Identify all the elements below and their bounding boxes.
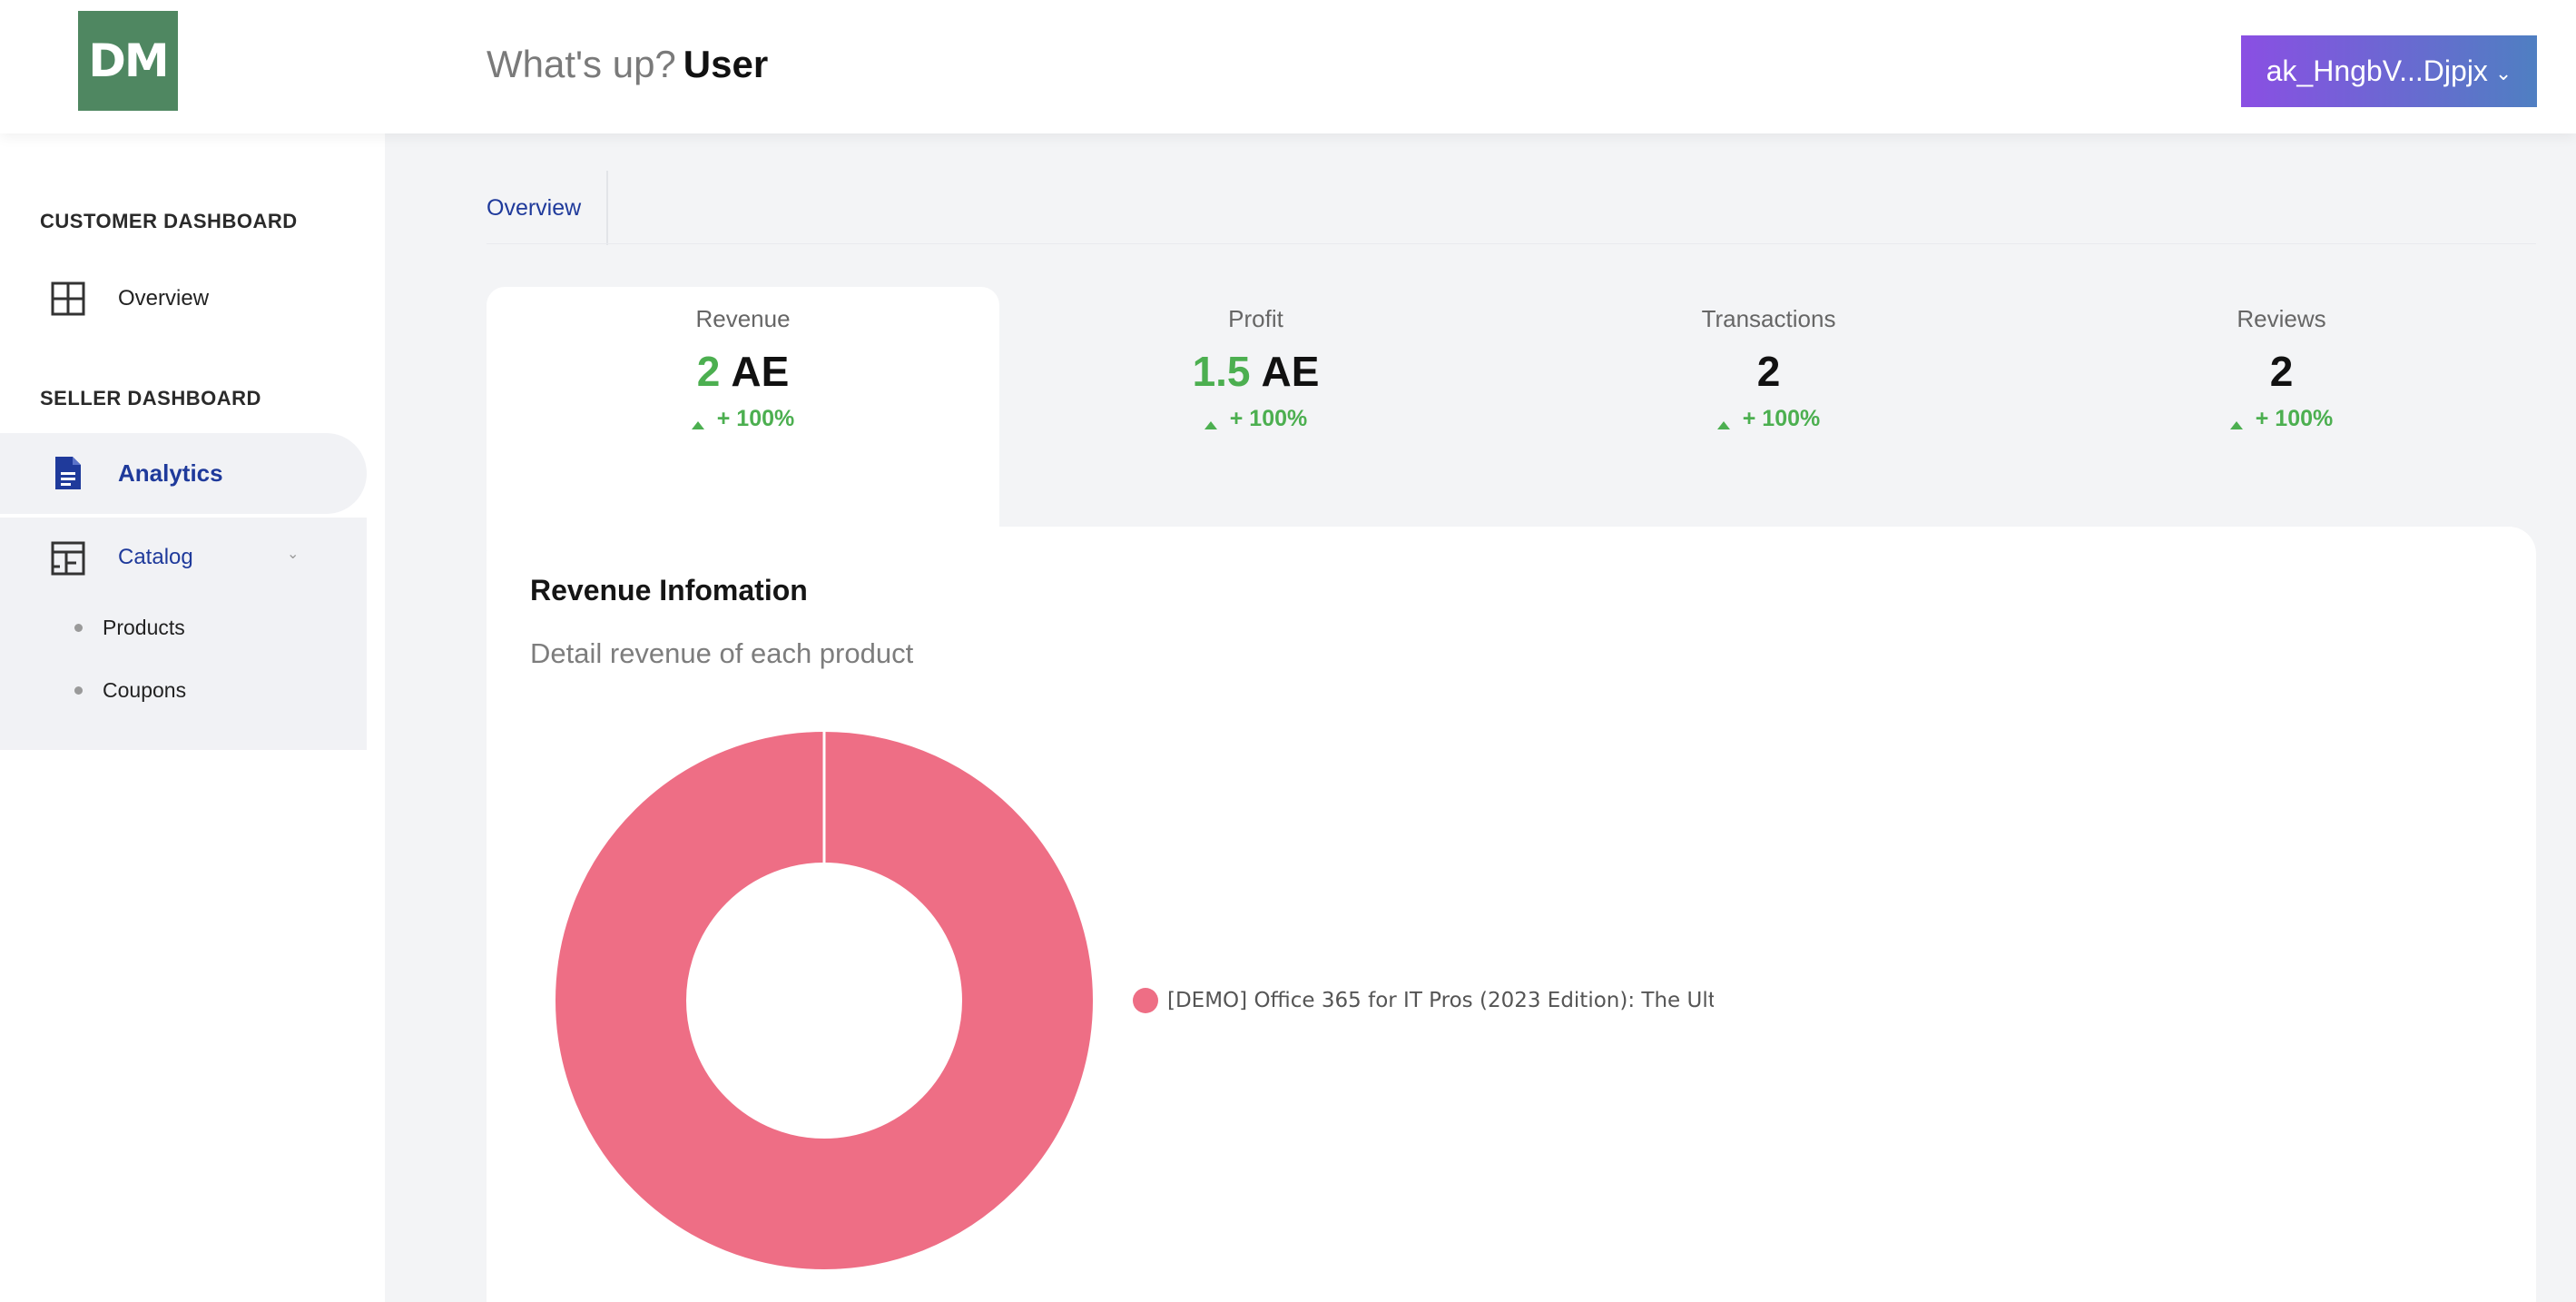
legend-swatch[interactable]: [1133, 988, 1158, 1013]
layout-icon: [50, 540, 86, 577]
chevron-down-icon: ⌄: [287, 547, 300, 562]
bullet-icon: [74, 686, 83, 695]
stat-change: + 100%: [2025, 406, 2538, 432]
stat-value: 2: [2269, 348, 2294, 395]
stat-card-active-background: [487, 287, 999, 550]
stat-change-text: + 100%: [716, 406, 795, 431]
greeting-username: User: [683, 43, 769, 85]
sidebar-item-label: Overview: [118, 286, 210, 311]
stat-reviews[interactable]: Reviews 2 + 100%: [2025, 305, 2538, 432]
sidebar-item-catalog[interactable]: Catalog ⌄: [0, 518, 367, 599]
triangle-up-icon: [1716, 421, 1730, 429]
sidebar-subitem-products[interactable]: Products: [74, 616, 185, 640]
chart-legend: [DEMO] Office 365 for IT Pros (2023 Edit…: [1133, 988, 1714, 1013]
revenue-donut-chart: [556, 732, 1093, 1269]
stat-label: Transactions: [1701, 305, 1836, 332]
triangle-up-icon: [1204, 421, 1217, 429]
greeting-prefix: What's up?: [487, 43, 676, 85]
stat-value-number: 2: [696, 348, 721, 395]
top-header: DM What's up? User ak_HngbV...Djpjx ⌄: [0, 0, 2576, 133]
stat-value: 2: [1756, 348, 1781, 395]
bullet-icon: [74, 624, 83, 632]
section-title-seller-dashboard: SELLER DASHBOARD: [40, 387, 261, 409]
stat-value-unit: AE: [1261, 348, 1320, 395]
stat-value-unit: AE: [731, 348, 790, 395]
stat-label: Profit: [1228, 305, 1283, 332]
sidebar-item-overview[interactable]: Overview: [0, 271, 367, 326]
sidebar-item-label: Catalog: [118, 545, 193, 569]
stat-change-text: + 100%: [1229, 406, 1308, 431]
stat-profit[interactable]: Profit 1.5 AE + 100%: [999, 305, 1512, 432]
sidebar-subitem-label: Coupons: [103, 678, 187, 702]
sidebar: CUSTOMER DASHBOARD Overview SELLER DASHB…: [0, 133, 385, 1302]
divider: [487, 243, 2536, 244]
grid-icon: [50, 281, 86, 317]
chevron-down-icon: ⌄: [2494, 61, 2512, 84]
stat-change: + 100%: [999, 406, 1512, 432]
stat-value-number: 1.5: [1192, 348, 1251, 395]
account-label: ak_HngbV...Djpjx: [2266, 54, 2488, 87]
sidebar-item-analytics[interactable]: Analytics: [0, 433, 367, 514]
card-title: Revenue Infomation: [530, 574, 808, 607]
triangle-up-icon: [691, 421, 704, 429]
stat-revenue[interactable]: Revenue 2 AE + 100%: [487, 305, 999, 432]
catalog-submenu: Catalog ⌄ Products Coupons: [0, 518, 367, 750]
section-title-customer-dashboard: CUSTOMER DASHBOARD: [40, 210, 298, 232]
stat-label: Reviews: [2237, 305, 2326, 332]
document-icon: [50, 455, 86, 491]
stat-change-text: + 100%: [2255, 406, 2334, 431]
triangle-up-icon: [2229, 421, 2243, 429]
logo[interactable]: DM: [78, 11, 178, 111]
stat-change-text: + 100%: [1742, 406, 1821, 431]
card-subtitle: Detail revenue of each product: [530, 637, 914, 669]
account-dropdown-button[interactable]: ak_HngbV...Djpjx ⌄: [2241, 35, 2537, 107]
stat-value: 1.5 AE: [999, 346, 1512, 397]
stat-change: + 100%: [1512, 406, 2025, 432]
greeting: What's up? User: [487, 40, 768, 89]
tab-bar: Overview: [487, 171, 609, 245]
sidebar-subitem-coupons[interactable]: Coupons: [74, 678, 186, 703]
stat-transactions[interactable]: Transactions 2 + 100%: [1512, 305, 2025, 432]
legend-label[interactable]: [DEMO] Office 365 for IT Pros (2023 Edit…: [1167, 989, 1714, 1012]
tab-overview[interactable]: Overview: [487, 194, 582, 221]
revenue-information-card: Revenue Infomation Detail revenue of eac…: [487, 527, 2536, 1302]
sidebar-subitem-label: Products: [103, 616, 185, 639]
stat-label: Revenue: [695, 305, 791, 332]
stat-value: 2 AE: [487, 346, 999, 397]
stat-change: + 100%: [487, 406, 999, 432]
sidebar-item-label: Analytics: [118, 459, 223, 487]
